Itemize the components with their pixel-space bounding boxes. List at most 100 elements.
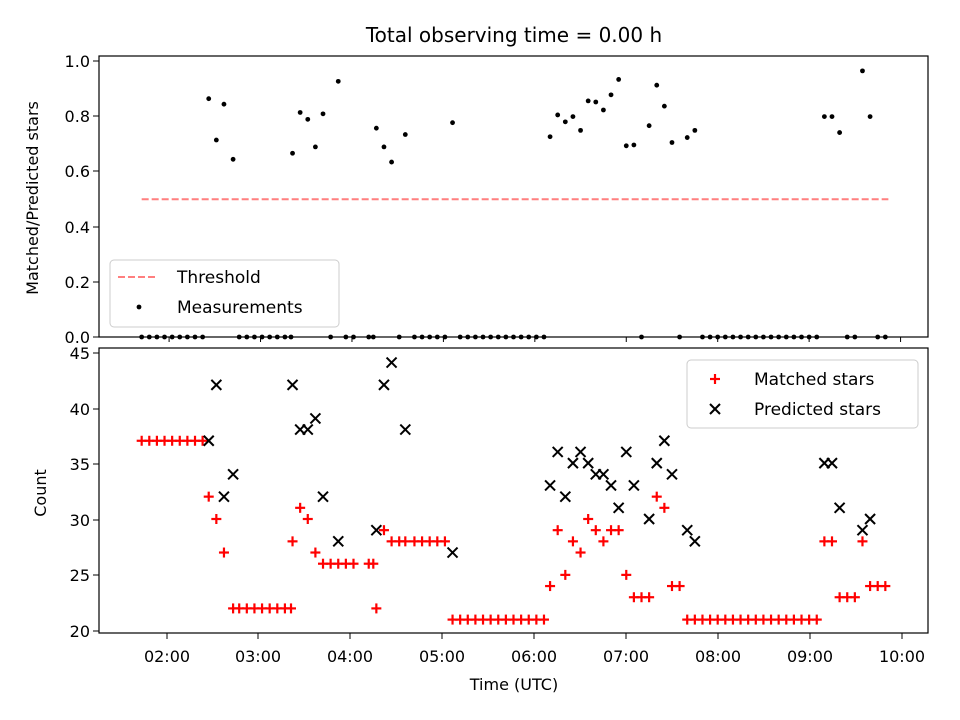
bottom-y-ticks: 20 25 30 35 40 45 [70,344,99,641]
matched-star-point [211,514,222,524]
bottom-y-tick-label: 40 [70,400,90,419]
predicted-star-point [567,457,579,469]
matched-star-point [538,614,549,625]
x-tick-label: 09:00 [787,647,833,666]
top-y-tick-label: 1.0 [65,52,90,71]
top-y-tick: 1.0 [65,52,99,71]
predicted-star-point [597,468,610,481]
measurement-point [381,144,387,150]
bottom-legend-box [686,359,919,429]
measurement-point [450,120,455,126]
measurement-point [230,156,236,162]
predicted-star-point [332,535,344,548]
legend-measurements-label: Measurements [177,298,303,318]
bottom-y-tick-label: 25 [70,566,90,585]
measurement-point [829,114,835,120]
predicted-star-point [574,446,587,458]
bottom-y-tick: 45 [70,344,99,363]
bottom-legend: Matched stars Predicted stars [686,359,919,429]
predicted-star-point [689,535,701,548]
x-tick: 06:00 [511,633,557,666]
predicted-star-point [605,479,617,492]
predicted-star-point [385,356,398,369]
matched-star-point [302,514,313,524]
bottom-y-tick-label: 35 [70,455,90,474]
measurement-point [837,130,843,135]
predicted-star-point [582,457,594,469]
matched-star-point [400,536,411,547]
top-y-tick-label: 0.0 [65,328,90,347]
x-tick-label: 05:00 [419,647,465,666]
measurement-point [661,103,667,109]
x-tick: 03:00 [235,633,281,666]
chart-title: Total observing time = 0.00 h [365,23,662,47]
predicted-star-point [551,446,564,458]
top-legend-box [109,259,340,328]
top-y-tick: 0.0 [65,328,99,347]
predicted-star-point [544,479,556,492]
measurement-point [312,144,318,150]
x-tick: 10:00 [879,633,925,666]
predicted-star-point [203,435,215,447]
measurement-point [297,110,303,115]
predicted-star-point [317,490,329,503]
top-y-tick: 0.2 [65,273,99,292]
matched-star-point [811,614,822,625]
matched-star-point [348,558,359,569]
matched-star-point [621,569,632,580]
legend-predicted-label: Predicted stars [754,400,881,420]
predicted-star-point [856,524,869,536]
predicted-star-point [218,490,230,503]
predicted-star-point [446,546,459,559]
measurement-point [373,125,379,131]
measurement-point [213,137,219,143]
x-tick: 05:00 [419,633,465,666]
predicted-stars-points [203,356,876,559]
matched-star-point [439,536,450,547]
bottom-y-tick: 35 [70,455,99,474]
bottom-y-tick: 30 [70,511,99,530]
measurement-point [221,101,227,107]
predicted-star-point [399,423,412,436]
measurement-point [555,112,561,118]
measurement-point [821,114,827,120]
top-y-tick-label: 0.8 [65,107,90,126]
measurement-point [562,119,568,125]
top-y-tick-label: 0.6 [65,162,90,181]
matched-star-point [644,592,655,603]
bottom-y-tick-label: 30 [70,511,90,530]
top-y-tick: 0.6 [65,162,99,181]
matched-star-point [880,581,891,592]
matched-star-point [310,547,321,558]
matched-star-point [371,603,382,614]
bottom-y-tick: 40 [70,400,99,419]
top-legend: Threshold Measurements [109,259,340,328]
matched-star-point [378,525,389,536]
matched-star-point [287,536,298,547]
legend-measurements-swatch [136,304,142,310]
measurement-point [669,140,675,145]
matched-stars-points [136,435,891,625]
matched-star-point [674,581,685,592]
x-tick-label: 10:00 [879,647,925,666]
predicted-star-point [666,468,678,481]
top-y-ticks: 0.0 0.2 0.4 0.6 0.8 1.0 [65,52,99,347]
bottom-y-tick: 25 [70,566,99,585]
top-y-tick-label: 0.2 [65,273,90,292]
legend-matched-swatch [710,374,720,384]
predicted-star-point [612,502,625,514]
x-tick: 02:00 [144,633,190,666]
predicted-star-point [826,457,838,469]
matched-star-point [197,435,208,446]
legend-matched-label: Matched stars [754,370,874,390]
bottom-y-tick-label: 45 [70,344,90,363]
predicted-star-point [286,379,299,391]
x-tick: 08:00 [695,633,741,666]
matched-star-point [857,536,868,547]
x-tick-label: 08:00 [695,647,741,666]
measurement-point [692,127,698,133]
matched-star-point [613,525,624,536]
predicted-star-point [309,412,322,425]
measurement-point [593,99,599,105]
